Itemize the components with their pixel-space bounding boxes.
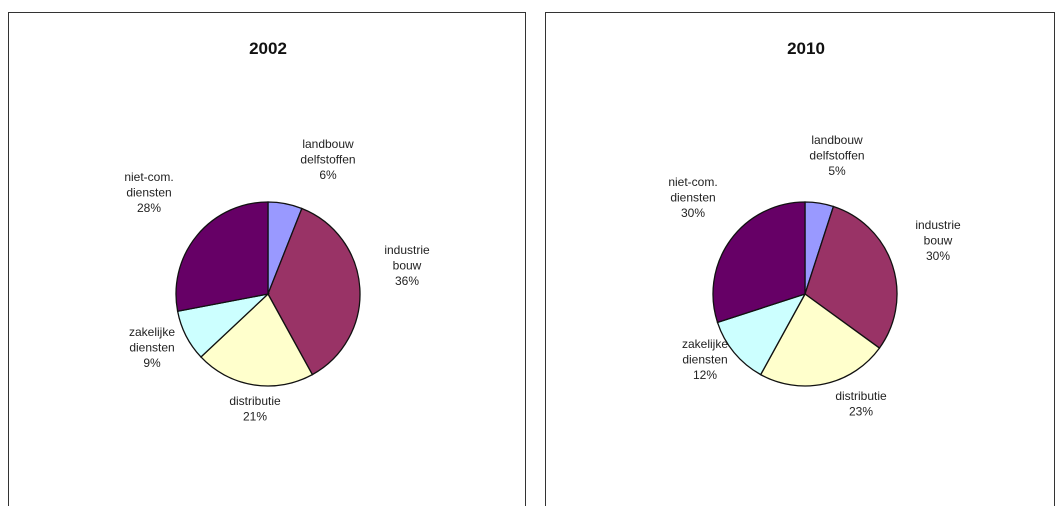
pie-chart-2002: 2002 landbouw delfstoffen 6% industrie bouw 3… bbox=[124, 39, 430, 424]
chart-panel-2002: 2002 landbouw delfstoffen 6% industrie bouw 3… bbox=[8, 12, 526, 506]
pie-chart-2010: 2010 landbouw delfstoffen 5% industrie bouw 3… bbox=[668, 39, 961, 419]
slice-label-niet-com-diensten: niet-com. diensten 30% bbox=[668, 175, 717, 220]
slice-label-niet-com-diensten: niet-com. diensten 28% bbox=[124, 170, 173, 215]
chart-title: 2010 bbox=[787, 39, 825, 58]
slice-label-distributie: distributie 21% bbox=[229, 394, 281, 424]
chart-panel-2010: 2010 landbouw delfstoffen 5% industrie bouw 3… bbox=[545, 12, 1055, 506]
slice-label-zakelijke-diensten: zakelijke diensten 9% bbox=[129, 325, 175, 370]
slice-label-landbouw-delfstoffen: landbouw delfstoffen 6% bbox=[300, 137, 355, 182]
pie-slice-distributie bbox=[200, 292, 314, 387]
pie-slice-industrie-bouw bbox=[804, 205, 898, 349]
pie-slice-niet-com-diensten bbox=[175, 201, 269, 313]
chart-title: 2002 bbox=[249, 39, 287, 58]
slice-label-distributie: distributie 23% bbox=[835, 389, 887, 419]
pie-slice-industrie-bouw bbox=[267, 207, 361, 376]
pie-slice-distributie bbox=[759, 293, 881, 387]
slice-label-industrie-bouw: industrie bouw 30% bbox=[915, 218, 961, 263]
pie-slice-zakelijke-diensten bbox=[716, 292, 807, 376]
slice-label-zakelijke-diensten: zakelijke diensten 12% bbox=[682, 337, 728, 382]
pie-slice-niet-com-diensten bbox=[712, 201, 806, 324]
slice-label-industrie-bouw: industrie bouw 36% bbox=[384, 243, 430, 288]
slice-label-landbouw-delfstoffen: landbouw delfstoffen 5% bbox=[809, 133, 864, 178]
